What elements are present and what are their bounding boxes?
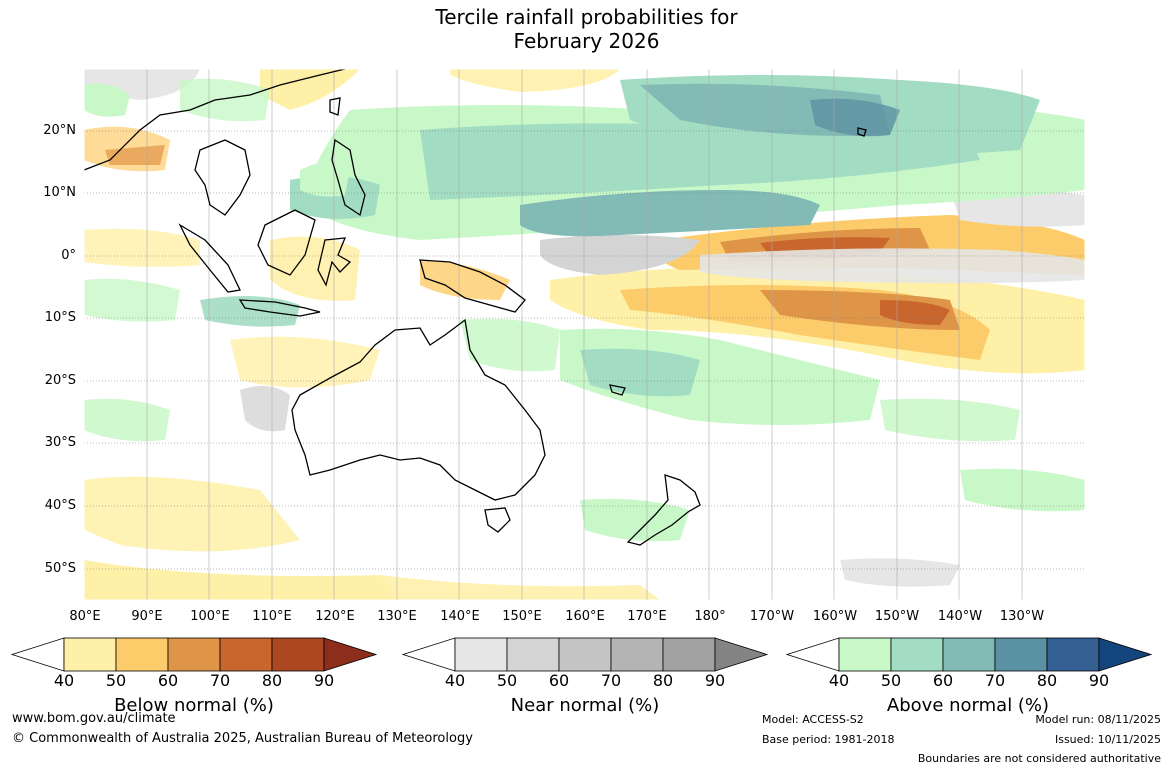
cb-tick: 80 [1036,671,1058,690]
cb-tick: 80 [261,671,283,690]
lon-label: 130°W [999,609,1045,624]
copyright-notice: © Commonwealth of Australia 2025, Austra… [12,731,473,746]
near-swatch-2 [506,637,560,672]
lat-label: 0° [61,248,76,263]
cb-tick: 40 [53,671,75,690]
indochina-coast [194,139,251,216]
model-run-date: Model run: 08/11/2025 [1035,713,1161,726]
near-swatch-1 [454,637,508,672]
lon-label: 160°W [812,609,858,624]
chart-title-line2: February 2026 [513,29,660,53]
below-swatch-3 [167,637,221,672]
lon-label: 180° [694,609,726,624]
australia-coast [291,318,546,501]
lon-label: 150°E [502,609,542,624]
base-period: Base period: 1981-2018 [762,733,895,746]
lat-label: 10°N [43,185,76,200]
below-swatch-2 [115,637,169,672]
lon-label: 170°W [749,609,795,624]
lat-label: 30°S [44,435,76,450]
taiwan-coast [329,97,341,116]
near-swatch-6 [714,637,769,672]
cb-tick: 50 [496,671,518,690]
sumatra-coast [178,223,241,293]
below-swatch-5 [271,637,325,672]
issued-date: Issued: 10/11/2025 [1054,733,1161,746]
hawaii-coast [857,127,867,137]
asia-coast [83,68,346,171]
lon-label: 80°E [69,609,101,624]
cb-tick: 90 [1088,671,1110,690]
map-frame [83,68,1086,601]
lon-label: 100°E [190,609,230,624]
borneo-coast [257,209,316,276]
cb-tick: 80 [652,671,674,690]
lat-label: 20°N [43,123,76,138]
cb-tick: 40 [828,671,850,690]
above-swatch-6 [1098,637,1153,672]
above-normal-title: Above normal (%) [886,695,1050,716]
lon-label: 140°W [937,609,983,624]
colorbars [10,637,1153,672]
below-swatch-4 [219,637,273,672]
near-normal-title: Near normal (%) [510,695,660,716]
cb-tick: 90 [313,671,335,690]
lon-label: 120°E [315,609,355,624]
model-name: Model: ACCESS-S2 [762,713,864,726]
latitude-lines [84,130,1085,570]
above-swatch-1 [838,637,892,672]
above-swatch-4 [994,637,1048,672]
lon-label: 110°E [252,609,292,624]
cb-tick: 70 [984,671,1006,690]
below-swatch-6 [323,637,378,672]
cb-tick: 50 [880,671,902,690]
bom-url[interactable]: www.bom.gov.au/climate [12,711,176,726]
coastlines [83,68,867,546]
boundary-disclaimer: Boundaries are not considered authoritat… [917,752,1161,765]
lon-label: 150°W [874,609,920,624]
cb-tick: 70 [600,671,622,690]
lat-label: 40°S [44,498,76,513]
lon-label: 90°E [131,609,163,624]
lon-label: 130°E [377,609,417,624]
near-swatch-4 [610,637,664,672]
colorbar-near [401,637,769,672]
above-swatch-2 [890,637,944,672]
cb-tick: 60 [548,671,570,690]
colorbar-below [10,637,378,672]
lat-label: 50°S [44,561,76,576]
near-swatch-3 [558,637,612,672]
fiji-coast [609,384,626,396]
java-coast [238,299,321,317]
near-swatch-5 [662,637,716,672]
above-swatch-5 [1046,637,1100,672]
tasmania-coast [484,507,511,533]
colorbar-above [785,637,1153,672]
lon-label: 160°E [565,609,605,624]
cb-tick: 60 [932,671,954,690]
lon-label: 140°E [440,609,480,624]
cb-tick: 60 [157,671,179,690]
cb-tick: 40 [444,671,466,690]
sulawesi-coast [317,237,352,287]
lon-label: 170°E [627,609,667,624]
above-swatch-3 [942,637,996,672]
cb-tick: 70 [209,671,231,690]
probability-shading [84,69,1085,600]
lat-label: 10°S [44,310,76,325]
lat-label: 20°S [44,373,76,388]
forecast-map [83,68,1086,601]
chart-title-line1: Tercile rainfall probabilities for [435,5,738,29]
new-guinea-coast [419,259,526,313]
cb-tick: 50 [105,671,127,690]
new-zealand-coast [626,474,701,546]
below-swatch-1 [63,637,117,672]
cb-tick: 90 [704,671,726,690]
philippines-coast [331,138,366,217]
graticule [146,69,1023,600]
below-normal-title: Below normal (%) [114,695,274,716]
